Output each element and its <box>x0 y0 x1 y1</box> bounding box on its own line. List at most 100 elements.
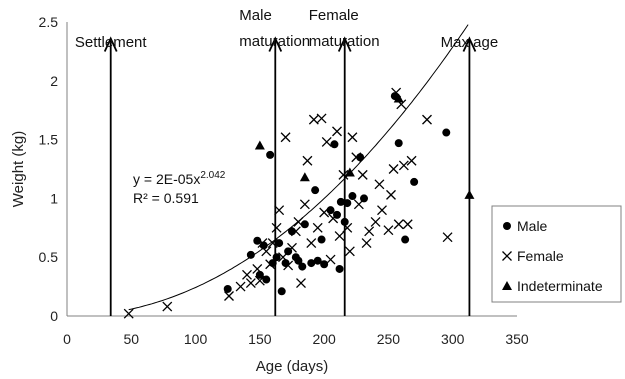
stage-label: maturation <box>309 33 380 50</box>
point-female <box>361 238 372 249</box>
point-female <box>162 301 173 312</box>
point-female <box>242 269 252 280</box>
point-female <box>353 199 364 210</box>
point-indeterminate <box>393 93 404 103</box>
point-male <box>266 150 275 159</box>
x-tick-labels: 0 50 100 150 200 250 300 350 <box>63 331 529 347</box>
point-female <box>334 231 345 241</box>
stage-arrow-head <box>103 36 118 52</box>
series-indeterminate <box>254 93 475 199</box>
x-tick-label: 250 <box>377 331 401 347</box>
point-female <box>235 281 246 292</box>
x-tick-label: 0 <box>63 331 71 347</box>
y-tick-label: 2.5 <box>39 14 59 30</box>
point-female <box>370 216 381 227</box>
point-female <box>374 179 385 190</box>
series-male <box>223 92 451 296</box>
legend-marker <box>502 281 512 290</box>
stage-label: Settlement <box>75 34 148 51</box>
point-female <box>306 238 317 249</box>
point-male <box>320 260 329 269</box>
y-tick-label: 2 <box>50 73 58 89</box>
point-female <box>351 152 362 163</box>
point-female <box>406 155 417 166</box>
point-female <box>332 126 342 137</box>
point-indeterminate <box>464 189 475 199</box>
point-male <box>336 197 345 206</box>
stage-annotations: Settlement Male maturation Female maturation… <box>75 7 498 316</box>
point-female <box>261 246 272 257</box>
point-indeterminate <box>254 140 265 150</box>
stage-annotation: Female maturation <box>309 7 380 316</box>
stage-annotation: Male maturation <box>239 7 310 316</box>
data-points <box>123 87 475 319</box>
series-female <box>123 87 453 319</box>
y-tick-label: 0 <box>50 308 58 324</box>
axes <box>66 22 517 317</box>
point-male <box>311 186 320 195</box>
point-female <box>342 222 353 233</box>
point-female <box>402 219 413 230</box>
point-female <box>328 213 339 224</box>
point-female <box>344 246 355 257</box>
legend-item: Indeterminate <box>502 278 603 294</box>
stage-arrow-head <box>462 36 477 52</box>
stage-label: Female <box>309 7 359 24</box>
point-male <box>348 192 357 201</box>
point-female <box>271 222 282 233</box>
stage-label: maturation <box>239 33 310 50</box>
equation-text: y = 2E-05x2.042 <box>133 170 226 187</box>
point-female <box>267 238 278 249</box>
point-female <box>299 199 310 210</box>
y-tick-label: 1 <box>50 190 58 206</box>
point-male <box>442 128 451 137</box>
point-female <box>293 216 304 227</box>
point-female <box>422 114 432 125</box>
point-female <box>278 252 288 263</box>
y-tick-labels: 0 0.5 1 1.5 2 2.5 <box>39 14 59 324</box>
point-female <box>312 222 323 233</box>
point-female <box>280 132 291 143</box>
point-female <box>274 205 285 216</box>
x-tick-label: 150 <box>248 331 272 347</box>
x-tick-label: 300 <box>441 331 465 347</box>
legend-item: Male <box>503 218 548 234</box>
point-male <box>410 177 419 186</box>
point-male <box>272 253 281 262</box>
point-male <box>246 250 255 259</box>
point-female <box>296 278 306 289</box>
legend-label: Female <box>517 248 564 264</box>
point-male <box>394 139 403 148</box>
point-female <box>252 264 263 274</box>
point-male <box>401 235 410 244</box>
stage-arrow-head <box>337 36 352 52</box>
point-female <box>442 232 453 243</box>
point-female <box>265 259 276 270</box>
point-female <box>338 169 349 180</box>
point-female <box>287 242 297 253</box>
y-axis-title: Weight (kg) <box>10 131 27 207</box>
y-tick-label: 0.5 <box>39 249 59 265</box>
point-male <box>288 227 296 236</box>
stage-annotation: Settlement <box>75 34 148 316</box>
point-male <box>330 140 339 149</box>
point-male <box>275 239 284 248</box>
legend-label: Male <box>517 218 548 234</box>
x-axis-title: Age (days) <box>256 358 329 375</box>
stage-label: Max age <box>441 34 499 51</box>
legend-marker <box>502 251 512 261</box>
equation-exponent: 2.042 <box>200 170 225 181</box>
point-indeterminate <box>344 167 355 177</box>
r-squared-text: R² = 0.591 <box>133 190 199 206</box>
point-female <box>319 207 330 218</box>
point-female <box>398 160 409 171</box>
point-female <box>347 132 358 143</box>
point-male <box>223 284 232 293</box>
point-female <box>302 155 313 166</box>
trendline-equation: y = 2E-05x2.042 R² = 0.591 <box>133 170 226 206</box>
point-female <box>357 169 368 180</box>
point-male <box>326 206 335 215</box>
point-female <box>393 219 404 230</box>
legend: Male Female Indeterminate <box>491 205 622 303</box>
